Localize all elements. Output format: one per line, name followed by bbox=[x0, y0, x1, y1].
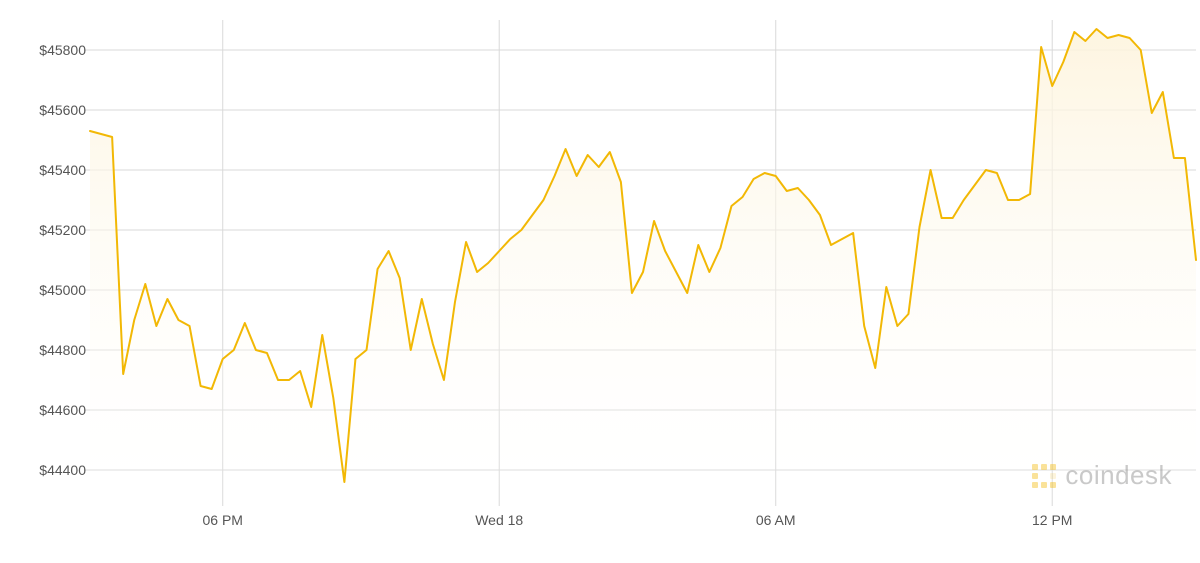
y-tick-label: $45400 bbox=[39, 162, 86, 178]
x-tick-label: 12 PM bbox=[1032, 512, 1072, 528]
watermark-text: coindesk bbox=[1065, 460, 1172, 491]
y-tick-label: $45600 bbox=[39, 102, 86, 118]
x-tick-label: 06 AM bbox=[756, 512, 796, 528]
y-tick-label: $44400 bbox=[39, 462, 86, 478]
price-chart: coindesk $44400 $44600 $44800 $45000 $45200 $… bbox=[0, 0, 1200, 563]
y-tick-label: $44800 bbox=[39, 342, 86, 358]
y-tick-label: $45200 bbox=[39, 222, 86, 238]
y-tick-label: $45800 bbox=[39, 42, 86, 58]
y-tick-label: $44600 bbox=[39, 402, 86, 418]
coindesk-watermark: coindesk bbox=[1031, 460, 1172, 491]
coindesk-icon bbox=[1031, 463, 1057, 489]
y-tick-label: $45000 bbox=[39, 282, 86, 298]
chart-svg bbox=[0, 0, 1200, 563]
x-tick-label: Wed 18 bbox=[475, 512, 523, 528]
x-tick-label: 06 PM bbox=[202, 512, 242, 528]
